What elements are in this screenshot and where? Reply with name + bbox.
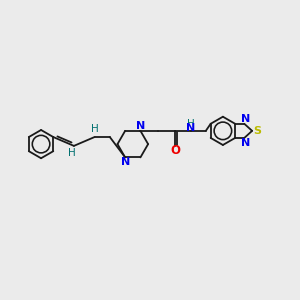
Text: H: H [91,124,98,134]
Text: H: H [187,119,195,129]
Text: N: N [241,138,250,148]
Text: N: N [121,158,130,167]
Text: N: N [136,121,145,131]
Text: N: N [241,114,250,124]
Text: H: H [68,148,75,158]
Text: S: S [253,126,261,136]
Text: N: N [187,124,196,134]
Text: O: O [170,144,180,157]
